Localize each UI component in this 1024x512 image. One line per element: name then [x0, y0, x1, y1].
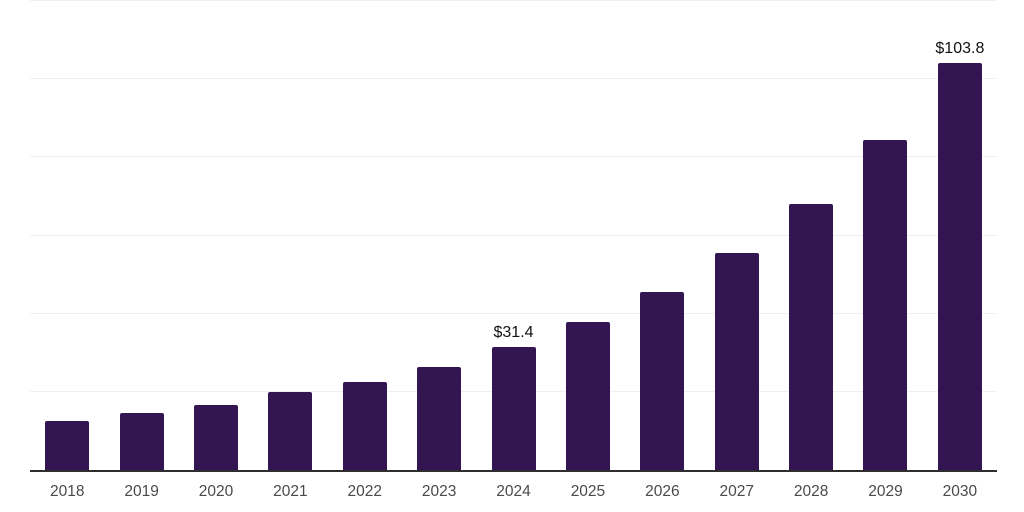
data-label-2024: $31.4: [493, 324, 534, 342]
bar-2022: [342, 381, 387, 470]
bar-band-2021: [253, 0, 327, 470]
bar-band-2024: $31.4: [476, 0, 550, 470]
gridline-60: [30, 234, 997, 236]
x-tick-2018: 2018: [49, 483, 85, 500]
x-tick-2024: 2024: [496, 483, 531, 500]
bar-band-2023: [402, 0, 476, 470]
x-tick-2027: 2027: [719, 483, 754, 500]
x-tick-2023: 2023: [421, 483, 457, 500]
bar-series: $31.4 $103.8: [30, 0, 997, 470]
bar-2020: [193, 404, 238, 470]
bar-2018: [45, 420, 90, 470]
gridline-120: [30, 0, 997, 1]
bar-band-2029: [848, 0, 922, 470]
bar-2028: [789, 203, 834, 470]
bar-band-2027: [700, 0, 774, 470]
gridline-40: [30, 312, 997, 314]
x-tick-2029: 2029: [868, 483, 903, 500]
x-tick-2021: 2021: [273, 483, 308, 500]
bar-band-2020: [179, 0, 253, 470]
x-tick-2022: 2022: [347, 483, 382, 500]
gridline-80: [30, 156, 997, 158]
x-tick-2030: 2030: [942, 483, 978, 500]
plot-area: $31.4 $103.8: [30, 0, 997, 472]
bar-2024: [491, 347, 536, 470]
bar-band-2028: [774, 0, 848, 470]
gridline-100: [30, 77, 997, 79]
bar-band-2026: [625, 0, 699, 470]
x-tick-2025: 2025: [570, 483, 606, 500]
bar-2023: [417, 367, 462, 470]
x-tick-2019: 2019: [124, 483, 159, 500]
x-tick-2020: 2020: [198, 483, 234, 500]
bar-band-2019: [104, 0, 178, 470]
bar-band-2018: [30, 0, 104, 470]
bar-2027: [714, 252, 759, 470]
bar-2030: [937, 63, 982, 470]
bar-2019: [119, 412, 164, 470]
bar-2029: [863, 140, 908, 470]
bar-2021: [268, 392, 313, 470]
bar-band-2025: [551, 0, 625, 470]
bar-band-2022: [328, 0, 402, 470]
bar-2025: [565, 321, 610, 470]
x-tick-2026: 2026: [645, 483, 680, 500]
x-tick-2028: 2028: [793, 483, 829, 500]
bar-2026: [640, 292, 685, 470]
bar-band-2030: $103.8: [923, 0, 997, 470]
data-label-2030: $103.8: [935, 40, 985, 58]
x-axis-labels: 2018 2019 2020 2021 2022 2023 2024 2025 2026 2027…: [30, 483, 997, 501]
